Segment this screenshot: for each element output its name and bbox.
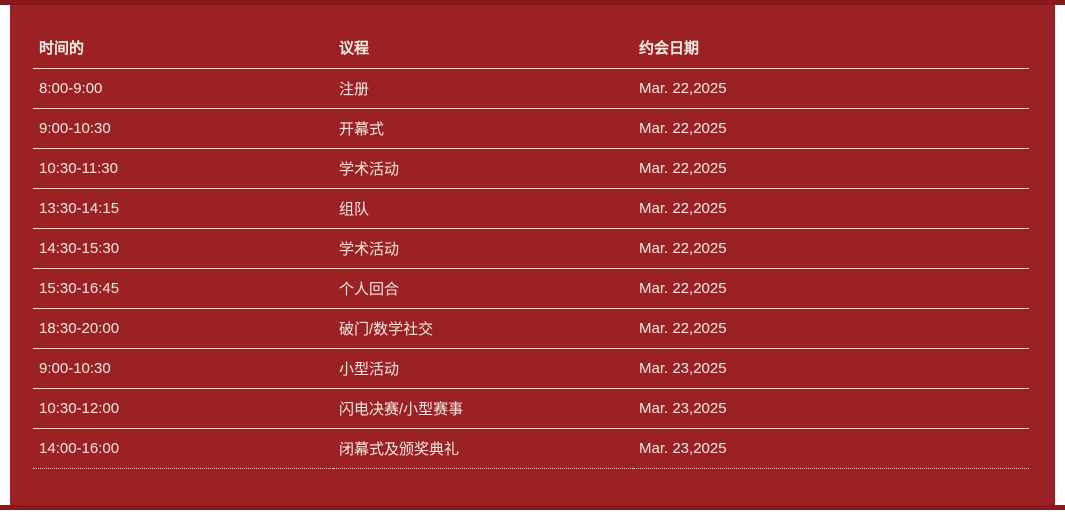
schedule-panel: 时间的 议程 约会日期 8:00-9:00 注册 Mar. 22,2025 9:… [10,5,1055,505]
time-cell: 8:00-9:00 [33,68,333,109]
table-row: 8:00-9:00 注册 Mar. 22,2025 [33,68,1029,109]
column-header-date: 约会日期 [633,28,1029,69]
time-cell: 15:30-16:45 [33,268,333,309]
top-edge-strip [0,0,1065,5]
date-cell: Mar. 23,2025 [633,348,1029,389]
agenda-cell: 闭幕式及颁奖典礼 [333,428,633,469]
agenda-cell: 注册 [333,68,633,109]
agenda-cell: 学术活动 [333,228,633,269]
bottom-edge-strip [0,505,1065,510]
table-row: 14:30-15:30 学术活动 Mar. 22,2025 [33,228,1029,269]
date-cell: Mar. 23,2025 [633,428,1029,469]
agenda-cell: 小型活动 [333,348,633,389]
agenda-cell: 闪电决赛/小型赛事 [333,388,633,429]
agenda-cell: 学术活动 [333,148,633,189]
agenda-cell: 破门/数学社交 [333,308,633,349]
time-cell: 10:30-11:30 [33,148,333,189]
date-cell: Mar. 22,2025 [633,68,1029,109]
table-row: 18:30-20:00 破门/数学社交 Mar. 22,2025 [33,308,1029,349]
date-cell: Mar. 22,2025 [633,268,1029,309]
table-row: 14:00-16:00 闭幕式及颁奖典礼 Mar. 23,2025 [33,428,1029,469]
date-cell: Mar. 22,2025 [633,108,1029,149]
time-cell: 10:30-12:00 [33,388,333,429]
agenda-cell: 组队 [333,188,633,229]
date-cell: Mar. 22,2025 [633,148,1029,189]
table-row: 9:00-10:30 开幕式 Mar. 22,2025 [33,108,1029,149]
table-row: 9:00-10:30 小型活动 Mar. 23,2025 [33,348,1029,389]
column-header-time: 时间的 [33,28,333,69]
table-row: 10:30-12:00 闪电决赛/小型赛事 Mar. 23,2025 [33,388,1029,429]
date-cell: Mar. 23,2025 [633,388,1029,429]
table-row: 13:30-14:15 组队 Mar. 22,2025 [33,188,1029,229]
date-cell: Mar. 22,2025 [633,308,1029,349]
date-cell: Mar. 22,2025 [633,228,1029,269]
header-row: 时间的 议程 约会日期 [33,28,1029,69]
time-cell: 9:00-10:30 [33,108,333,149]
time-cell: 14:00-16:00 [33,428,333,469]
column-header-agenda: 议程 [333,28,633,69]
table-row: 15:30-16:45 个人回合 Mar. 22,2025 [33,268,1029,309]
time-cell: 9:00-10:30 [33,348,333,389]
time-cell: 14:30-15:30 [33,228,333,269]
time-cell: 18:30-20:00 [33,308,333,349]
agenda-cell: 个人回合 [333,268,633,309]
agenda-cell: 开幕式 [333,108,633,149]
schedule-table: 时间的 议程 约会日期 8:00-9:00 注册 Mar. 22,2025 9:… [33,28,1029,469]
schedule-table-header: 时间的 议程 约会日期 [33,28,1029,69]
date-cell: Mar. 22,2025 [633,188,1029,229]
schedule-table-body: 8:00-9:00 注册 Mar. 22,2025 9:00-10:30 开幕式… [33,68,1029,469]
time-cell: 13:30-14:15 [33,188,333,229]
table-row: 10:30-11:30 学术活动 Mar. 22,2025 [33,148,1029,189]
